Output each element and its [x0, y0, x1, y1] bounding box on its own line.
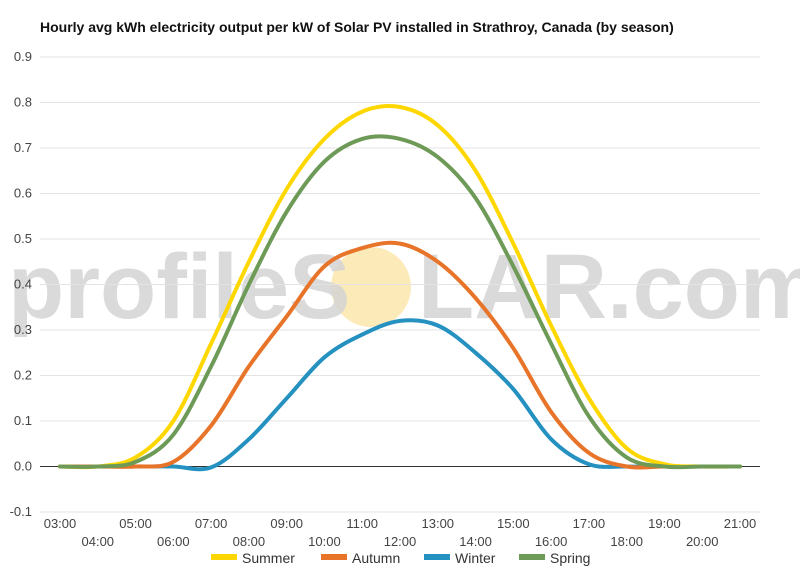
- series-line-spring: [58, 134, 742, 470]
- legend-swatch-autumn: [321, 554, 347, 560]
- watermark: profileS LAR.com: [8, 236, 800, 338]
- watermark-text-left: profileS: [8, 236, 350, 338]
- x-tick-label: 14:00: [459, 534, 492, 549]
- x-tick-label: 09:00: [270, 516, 303, 531]
- legend-swatch-summer: [211, 554, 237, 560]
- x-tick-label: 03:00: [44, 516, 77, 531]
- x-tick-label: 19:00: [648, 516, 681, 531]
- x-tick-label: 12:00: [384, 534, 417, 549]
- x-tick-label: 07:00: [195, 516, 228, 531]
- y-tick-label: 0.2: [14, 368, 32, 383]
- legend-label-spring: Spring: [550, 550, 590, 566]
- x-tick-label: 04:00: [82, 534, 115, 549]
- series-line-summer: [58, 104, 742, 470]
- x-axis-ticks: 03:00 04:00 05:00 06:00 07:00 08:00 09:00 10:00…: [44, 516, 757, 549]
- watermark-sun: [331, 247, 411, 327]
- y-tick-label: 0.4: [14, 277, 32, 292]
- x-tick-label: 11:00: [346, 516, 378, 531]
- y-tick-label: 0.5: [14, 231, 32, 246]
- y-tick-label: 0.1: [14, 413, 32, 428]
- watermark-text-right: LAR.com: [418, 236, 800, 338]
- legend-label-winter: Winter: [455, 550, 496, 566]
- y-tick-label: -0.1: [10, 504, 32, 519]
- x-tick-label: 10:00: [308, 534, 341, 549]
- y-tick-label: 0.9: [14, 49, 32, 64]
- x-tick-label: 18:00: [610, 534, 643, 549]
- series-line-autumn: [58, 240, 742, 470]
- y-tick-label: 0.7: [14, 140, 32, 155]
- legend-swatch-spring: [519, 554, 545, 560]
- legend-label-autumn: Autumn: [352, 550, 400, 566]
- x-tick-label: 17:00: [573, 516, 606, 531]
- legend: Summer Autumn Winter Spring: [211, 550, 590, 566]
- x-tick-label: 20:00: [686, 534, 719, 549]
- x-tick-label: 06:00: [157, 534, 190, 549]
- y-axis-ticks: 0.9 0.8 0.7 0.6 0.5 0.4 0.3 0.2 0.1 0.0 -0.1: [10, 49, 32, 519]
- y-tick-label: 0.0: [14, 459, 32, 474]
- chart-title: Hourly avg kWh electricity output per kW…: [40, 19, 674, 35]
- grid: [40, 56, 760, 513]
- x-tick-label: 05:00: [119, 516, 152, 531]
- y-tick-label: 0.3: [14, 322, 32, 337]
- x-tick-label: 16:00: [535, 534, 568, 549]
- x-tick-label: 15:00: [497, 516, 530, 531]
- legend-swatch-winter: [424, 554, 450, 560]
- x-tick-label: 21:00: [724, 516, 757, 531]
- series-lines: [58, 104, 742, 472]
- legend-label-summer: Summer: [242, 550, 295, 566]
- x-tick-label: 13:00: [422, 516, 455, 531]
- y-tick-label: 0.6: [14, 186, 32, 201]
- x-tick-label: 08:00: [233, 534, 266, 549]
- y-tick-label: 0.8: [14, 95, 32, 110]
